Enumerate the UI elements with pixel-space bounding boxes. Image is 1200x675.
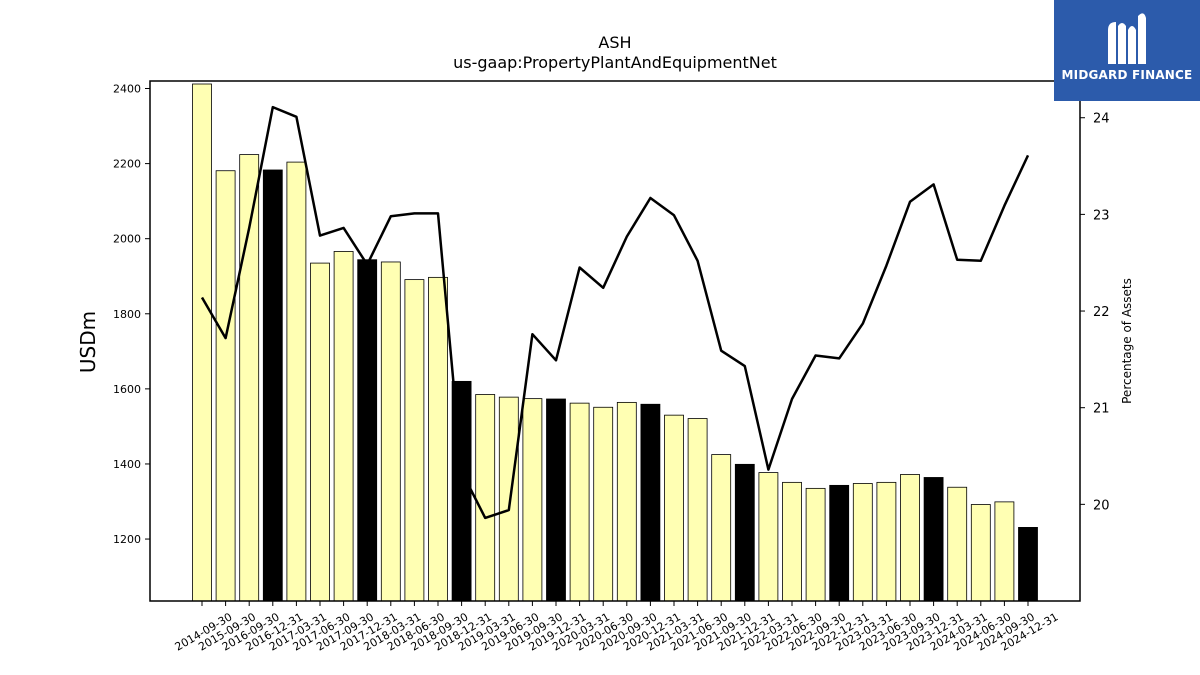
bar bbox=[852, 483, 873, 602]
y2-tick-label: 21 bbox=[1093, 402, 1110, 417]
bar bbox=[451, 380, 472, 602]
bar bbox=[593, 406, 614, 602]
bar bbox=[758, 472, 779, 602]
bar bbox=[404, 279, 425, 602]
y2-tick-label: 20 bbox=[1093, 498, 1110, 513]
y-tick-label: 2200 bbox=[113, 158, 141, 171]
y2-tick-label: 22 bbox=[1093, 305, 1110, 320]
logo-text: MIDGARD FINANCE bbox=[1061, 68, 1193, 82]
bar bbox=[192, 83, 212, 602]
bar bbox=[616, 401, 637, 602]
y2-axis-label: Percentage of Assets bbox=[1120, 278, 1134, 404]
bar bbox=[380, 261, 401, 602]
chart-subtitle: us-gaap:PropertyPlantAndEquipmentNet bbox=[453, 53, 777, 72]
bar bbox=[687, 418, 708, 602]
bar bbox=[522, 398, 543, 602]
bar bbox=[428, 276, 448, 602]
percentage-line bbox=[200, 105, 1030, 520]
bar bbox=[829, 484, 850, 602]
bar bbox=[900, 474, 920, 602]
bar bbox=[1018, 527, 1038, 602]
bar bbox=[640, 403, 661, 602]
y-tick-label: 1600 bbox=[113, 383, 141, 396]
y-tick-label: 2000 bbox=[113, 233, 141, 246]
axes: 1200140016001800200022002400202122232420… bbox=[113, 80, 1110, 654]
y2-tick-label: 24 bbox=[1093, 112, 1110, 127]
bar bbox=[947, 486, 968, 602]
bar bbox=[357, 259, 378, 602]
bar bbox=[664, 414, 684, 602]
y-tick-label: 1400 bbox=[113, 458, 141, 471]
bar-series bbox=[192, 83, 1038, 602]
midgard-finance-logo: MIDGARD FINANCE bbox=[1054, 0, 1200, 101]
bar bbox=[734, 463, 755, 602]
bar bbox=[970, 504, 991, 602]
bar bbox=[569, 402, 590, 602]
plot-frame bbox=[149, 80, 1081, 602]
y2-tick-label: 23 bbox=[1093, 208, 1110, 223]
bar bbox=[805, 487, 826, 602]
line-series bbox=[200, 105, 1030, 520]
y-tick-label: 1800 bbox=[113, 308, 141, 321]
bar bbox=[994, 501, 1015, 602]
bar bbox=[286, 161, 307, 602]
bar bbox=[546, 398, 566, 602]
bar bbox=[262, 169, 283, 602]
bar bbox=[215, 170, 236, 602]
bar bbox=[475, 394, 496, 602]
y-axis-label: USDm bbox=[76, 311, 100, 373]
bar bbox=[711, 454, 732, 602]
y-tick-label: 1200 bbox=[113, 533, 141, 546]
bar bbox=[876, 481, 897, 602]
midgard-mark-icon bbox=[1108, 13, 1146, 64]
y-tick-label: 2400 bbox=[113, 83, 141, 96]
bar bbox=[782, 481, 802, 602]
bar bbox=[333, 251, 354, 602]
bar bbox=[923, 477, 944, 602]
chart-title: ASH bbox=[598, 33, 631, 52]
bar bbox=[498, 396, 519, 602]
bar bbox=[310, 262, 330, 602]
